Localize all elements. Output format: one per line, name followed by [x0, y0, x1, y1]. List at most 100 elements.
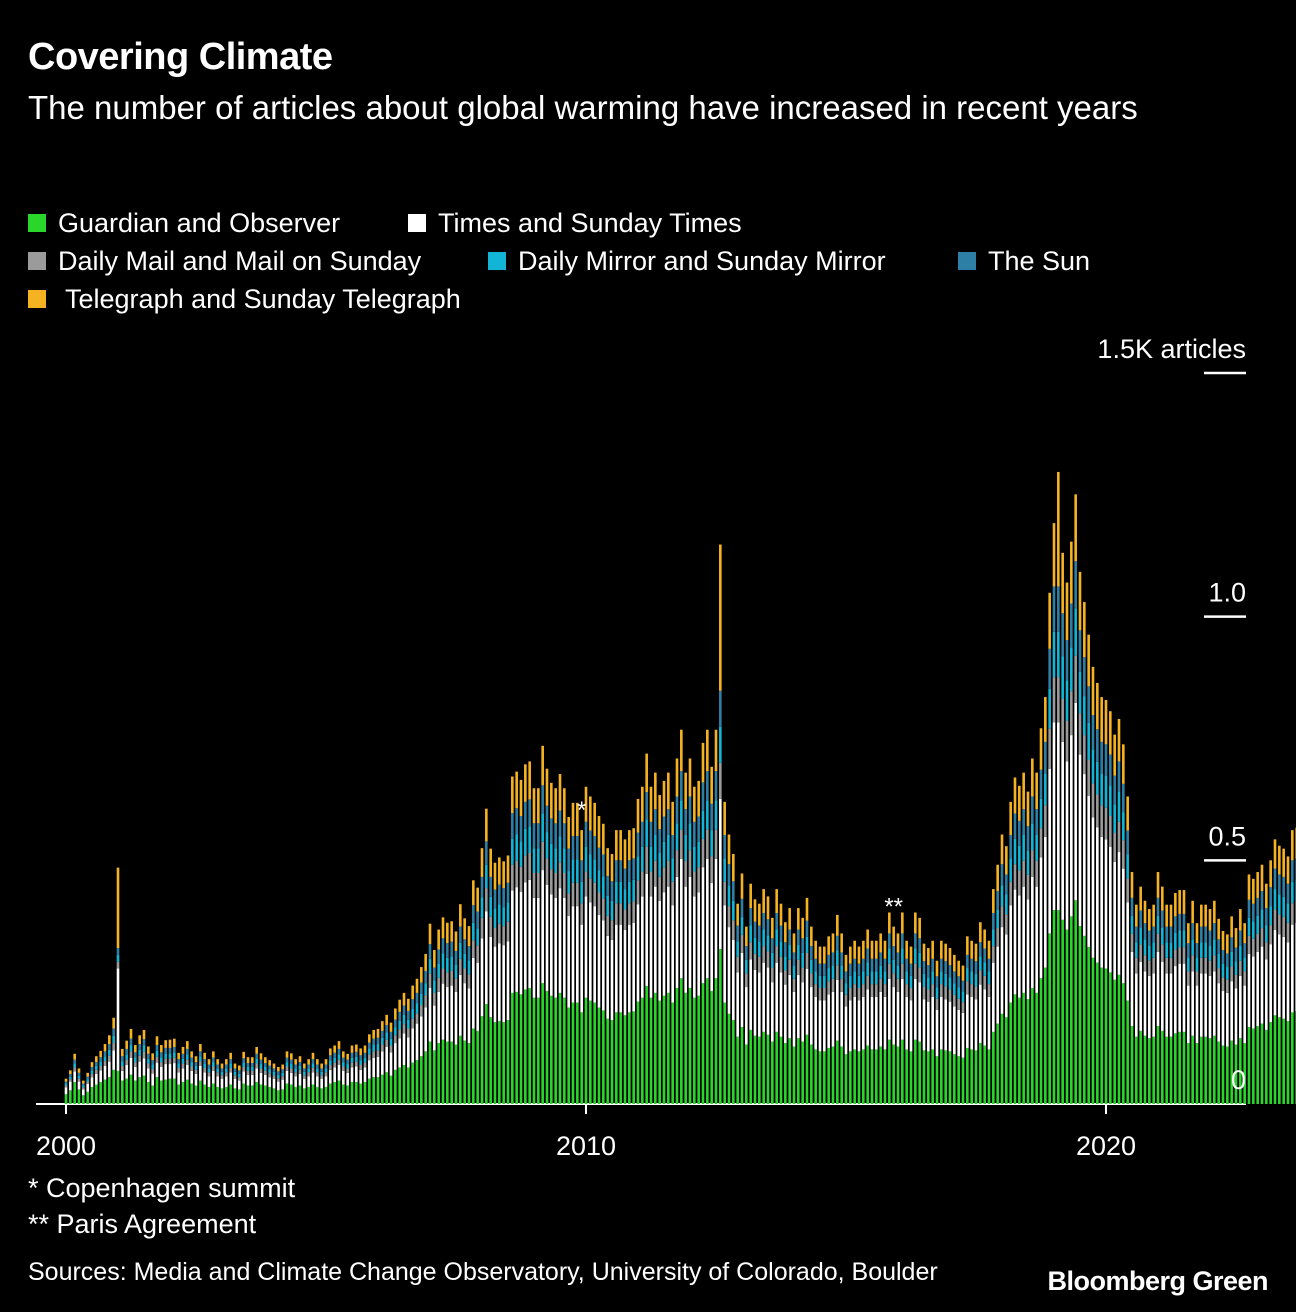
bar-segment-1	[745, 1044, 748, 1104]
bar-segment-3	[372, 1051, 375, 1058]
bar-segment-6	[953, 954, 956, 972]
bar-segment-5	[1074, 561, 1077, 609]
bar-segment-6	[1013, 777, 1017, 814]
bar-segment-1	[220, 1088, 224, 1104]
bar-segment-5	[615, 860, 618, 882]
bar-segment-1	[888, 1039, 891, 1104]
bar-segment-6	[840, 933, 843, 953]
bar-segment-3	[1009, 881, 1012, 906]
bar-segment-6	[203, 1052, 206, 1060]
bar-segment-4	[480, 897, 484, 918]
bar-segment-1	[896, 1046, 900, 1104]
bar-segment-2	[77, 1081, 81, 1090]
bar-segment-2	[1052, 722, 1056, 911]
bar-segment-6	[1096, 682, 1099, 730]
bar-segment-6	[493, 862, 497, 890]
bar-segment-3	[823, 988, 826, 1001]
bar-segment-2	[857, 1000, 861, 1052]
bar-segment-6	[649, 786, 653, 822]
bar-segment-6	[862, 940, 865, 959]
bar-segment-4	[99, 1061, 102, 1066]
bar-segment-4	[220, 1071, 224, 1076]
bar-segment-5	[329, 1055, 332, 1061]
bar-segment-6	[272, 1063, 276, 1069]
bar-segment-1	[467, 1043, 471, 1104]
bar-segment-2	[333, 1067, 336, 1083]
bar-segment-5	[277, 1071, 280, 1075]
bar-segment-3	[194, 1069, 198, 1074]
bar-segment-4	[506, 902, 510, 922]
bar-segment-6	[489, 848, 492, 877]
bar-segment-6	[632, 828, 635, 859]
bar-segment-3	[1187, 971, 1190, 986]
bar-segment-5	[684, 809, 687, 835]
bar-segment-5	[129, 1038, 133, 1046]
bar-segment-3	[121, 1065, 124, 1071]
bar-segment-3	[433, 992, 436, 1006]
bar-segment-2	[545, 884, 549, 991]
bar-segment-2	[112, 1050, 115, 1070]
bar-segment-4	[727, 885, 731, 907]
bar-segment-3	[545, 858, 549, 885]
bar-segment-5	[402, 1005, 406, 1015]
bar-segment-3	[259, 1068, 263, 1073]
bar-segment-5	[762, 912, 765, 930]
bar-segment-4	[966, 968, 969, 982]
bar-segment-3	[69, 1079, 72, 1082]
bar-segment-2	[736, 972, 739, 1037]
bar-segment-2	[82, 1089, 85, 1096]
bar-segment-3	[476, 945, 479, 963]
bar-segment-1	[610, 1020, 614, 1104]
bar-segment-3	[654, 860, 657, 887]
bar-segment-2	[177, 1072, 180, 1085]
bar-segment-6	[1243, 923, 1246, 944]
bar-segment-3	[810, 973, 813, 988]
bar-segment-2	[1109, 846, 1112, 973]
bar-segment-1	[576, 1002, 579, 1104]
bar-segment-1	[1286, 1021, 1290, 1104]
bar-segment-2	[1126, 902, 1129, 1001]
bar-segment-3	[450, 970, 453, 986]
bar-segment-6	[554, 788, 557, 824]
bar-segment-1	[1091, 957, 1095, 1104]
bar-segment-3	[502, 926, 505, 946]
bar-segment-1	[849, 1051, 852, 1104]
bar-segment-2	[125, 1065, 128, 1079]
bar-segment-6	[142, 1029, 146, 1040]
bar-segment-5	[1078, 630, 1082, 672]
bar-segment-1	[736, 1036, 739, 1104]
bar-segment-5	[537, 823, 540, 849]
bar-segment-2	[571, 906, 575, 1003]
bar-segment-3	[190, 1066, 193, 1071]
bar-segment-5	[1169, 926, 1173, 943]
bar-segment-1	[766, 1034, 770, 1104]
bar-segment-5	[580, 860, 583, 882]
bar-segment-1	[602, 1010, 605, 1104]
bar-segment-6	[524, 764, 527, 802]
bar-segment-2	[771, 982, 774, 1042]
bar-segment-2	[1018, 895, 1021, 998]
bar-segment-4	[1282, 896, 1285, 917]
bar-segment-4	[797, 944, 800, 960]
bar-segment-4	[805, 936, 809, 953]
bar-segment-1	[1156, 1026, 1160, 1104]
bar-segment-1	[485, 1004, 488, 1104]
bar-segment-3	[1278, 914, 1281, 935]
bar-segment-1	[372, 1077, 375, 1104]
bar-segment-2	[987, 996, 991, 1050]
bar-segment-6	[476, 887, 479, 912]
bar-segment-1	[1061, 919, 1064, 1104]
bar-segment-2	[935, 1009, 939, 1057]
bar-segment-6	[467, 926, 471, 947]
legend-label: Daily Mail and Mail on Sunday	[58, 245, 422, 276]
bar-segment-4	[73, 1063, 76, 1068]
bar-segment-3	[437, 977, 440, 992]
bar-segment-2	[1022, 886, 1025, 993]
note-paris: ** Paris Agreement	[28, 1209, 257, 1239]
bar-segment-2	[203, 1072, 206, 1085]
bar-segment-4	[996, 909, 999, 929]
bar-segment-5	[394, 1019, 397, 1028]
bar-segment-2	[324, 1076, 328, 1087]
bar-segment-2	[537, 897, 540, 998]
bar-segment-5	[320, 1068, 323, 1072]
